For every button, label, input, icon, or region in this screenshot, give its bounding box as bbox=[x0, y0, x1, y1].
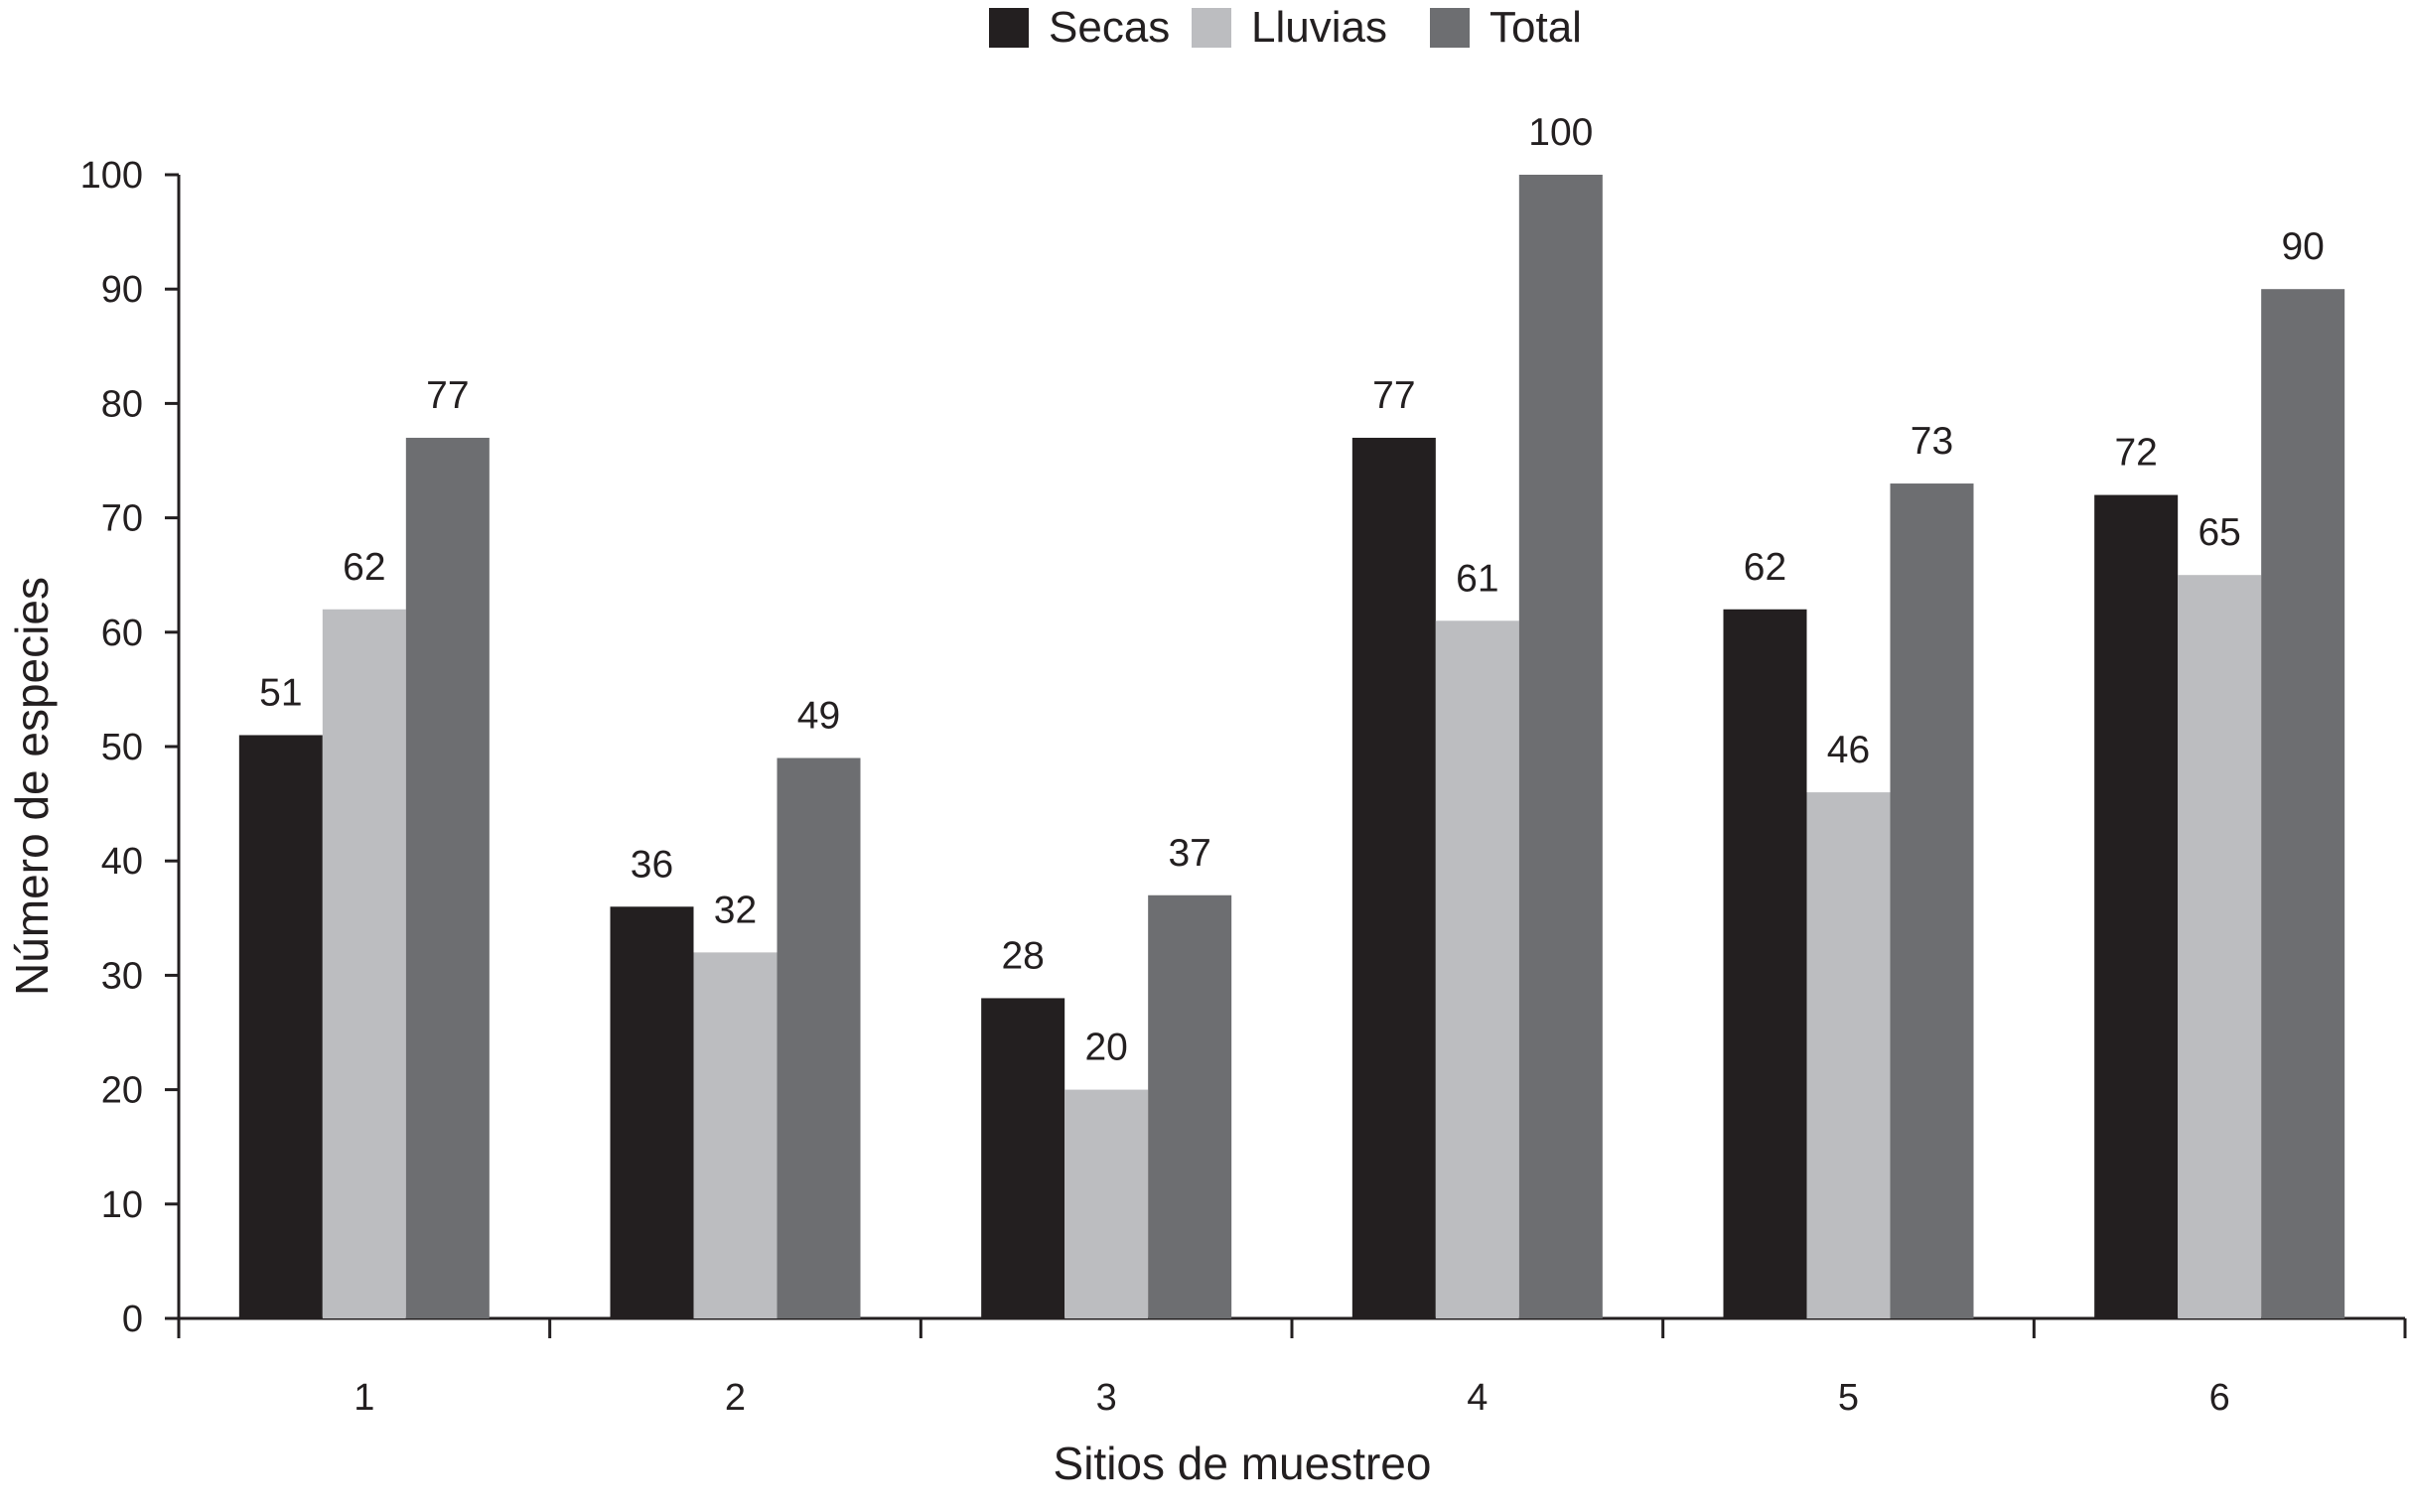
y-tick-label: 20 bbox=[101, 1070, 143, 1112]
bar-lluvias-2 bbox=[693, 952, 778, 1318]
bar-total-6 bbox=[2261, 289, 2345, 1319]
bar-total-5 bbox=[1890, 483, 1974, 1318]
legend-swatch-lluvias bbox=[1192, 8, 1231, 48]
y-tick-label: 50 bbox=[101, 727, 143, 768]
bar-lluvias-6 bbox=[2178, 575, 2262, 1318]
data-label-lluvias-2: 32 bbox=[714, 889, 757, 931]
x-tick-label: 6 bbox=[2209, 1377, 2230, 1419]
data-label-lluvias-6: 65 bbox=[2197, 511, 2240, 554]
bar-secas-1 bbox=[238, 735, 323, 1318]
data-label-lluvias-5: 46 bbox=[1827, 729, 1870, 771]
bars bbox=[238, 175, 2345, 1319]
legend-swatch-total bbox=[1430, 8, 1470, 48]
bar-secas-6 bbox=[2094, 494, 2179, 1318]
data-label-total-5: 73 bbox=[1911, 420, 1953, 463]
y-tick-label: 10 bbox=[101, 1184, 143, 1226]
data-label-secas-3: 28 bbox=[1001, 934, 1044, 977]
x-tick-label: 5 bbox=[1838, 1377, 1859, 1419]
bar-lluvias-5 bbox=[1806, 792, 1891, 1318]
x-tick-label: 3 bbox=[1096, 1377, 1117, 1419]
data-label-secas-6: 72 bbox=[2114, 432, 2157, 475]
y-tick-label: 0 bbox=[122, 1299, 143, 1340]
data-label-lluvias-1: 62 bbox=[343, 546, 385, 589]
y-tick-label: 60 bbox=[101, 613, 143, 654]
bar-secas-2 bbox=[610, 906, 694, 1318]
y-axis-title: Número de especies bbox=[6, 577, 58, 996]
y-axis: 0 10 20 30 40 50 60 70 80 90 100 bbox=[80, 155, 181, 1340]
data-label-lluvias-4: 61 bbox=[1456, 557, 1498, 600]
y-tick-label: 30 bbox=[101, 955, 143, 997]
y-tick-label: 80 bbox=[101, 383, 143, 425]
data-label-total-4: 100 bbox=[1528, 111, 1593, 154]
x-axis-title: Sitios de muestreo bbox=[1054, 1438, 1432, 1489]
x-axis: 1 2 3 4 5 6 bbox=[177, 1316, 2407, 1419]
data-label-total-3: 37 bbox=[1168, 832, 1210, 875]
legend-label-lluvias: Lluvias bbox=[1251, 3, 1387, 52]
bar-total-3 bbox=[1148, 894, 1232, 1318]
bar-total-4 bbox=[1518, 175, 1603, 1318]
bar-total-1 bbox=[405, 437, 490, 1319]
x-tick-label: 1 bbox=[354, 1377, 374, 1419]
bar-secas-3 bbox=[981, 998, 1065, 1318]
x-tick-label: 4 bbox=[1467, 1377, 1488, 1419]
bar-total-2 bbox=[777, 757, 861, 1318]
bar-lluvias-3 bbox=[1064, 1089, 1149, 1318]
y-tick-label: 100 bbox=[80, 155, 143, 197]
data-label-secas-1: 51 bbox=[259, 671, 302, 714]
data-label-secas-4: 77 bbox=[1372, 374, 1415, 417]
y-tick-label: 40 bbox=[101, 841, 143, 883]
data-label-total-2: 49 bbox=[797, 695, 840, 738]
legend: Secas Lluvias Total bbox=[989, 3, 1582, 52]
bar-secas-4 bbox=[1351, 437, 1436, 1319]
bar-lluvias-1 bbox=[322, 609, 406, 1318]
y-tick-label: 70 bbox=[101, 498, 143, 540]
data-label-secas-2: 36 bbox=[631, 843, 673, 886]
legend-label-total: Total bbox=[1489, 3, 1582, 52]
legend-label-secas: Secas bbox=[1049, 3, 1170, 52]
data-label-total-6: 90 bbox=[2281, 225, 2324, 268]
data-labels: 51 62 77 36 32 49 28 20 37 77 61 100 62 46 73 72 65 90 bbox=[259, 111, 2325, 1069]
bar-lluvias-4 bbox=[1435, 620, 1519, 1318]
x-tick-label: 2 bbox=[725, 1377, 746, 1419]
data-label-total-1: 77 bbox=[426, 374, 469, 417]
bar-secas-5 bbox=[1723, 609, 1807, 1318]
data-label-secas-5: 62 bbox=[1744, 546, 1786, 589]
data-label-lluvias-3: 20 bbox=[1084, 1027, 1127, 1069]
legend-swatch-secas bbox=[989, 8, 1029, 48]
y-tick-label: 90 bbox=[101, 269, 143, 311]
